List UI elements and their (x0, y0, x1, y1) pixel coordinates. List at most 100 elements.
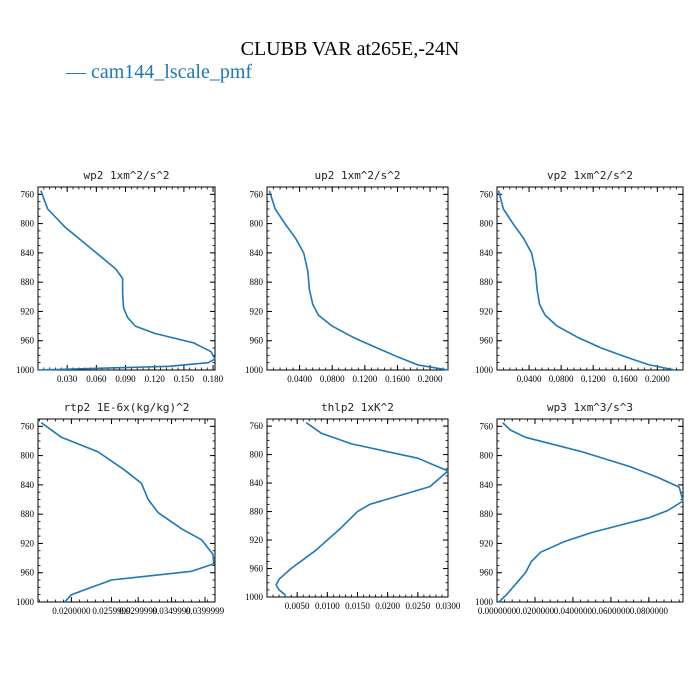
y-tick-label: 1000 (475, 365, 494, 375)
panel-4: rtp2 1E-6x(kg/kg)^2 760 800 840 880 920 960 100… (16, 401, 225, 616)
y-tick-label: 800 (250, 450, 264, 460)
plot-frame (496, 186, 684, 371)
y-tick-label: 800 (250, 219, 264, 229)
x-tick-label: 0.0250 (405, 601, 430, 611)
y-tick-label: 920 (480, 306, 494, 316)
x-tick-label: 0.0800 (320, 374, 345, 384)
plot-frame (496, 418, 684, 603)
x-tick-label: 0.060 (86, 374, 107, 384)
x-tick-label: 0.0300 (436, 601, 461, 611)
series-line (37, 190, 216, 371)
y-tick-label: 840 (250, 478, 264, 488)
x-tick-label: 0.0800000 (630, 606, 669, 616)
x-tick-label: 0.0200000 (52, 606, 91, 616)
panel-title: thlp2 1xK^2 (321, 401, 394, 414)
y-tick-label: 920 (21, 306, 35, 316)
y-tick-label: 760 (480, 421, 494, 431)
x-tick-label: 0.0600000 (592, 606, 631, 616)
plot-frame (37, 418, 216, 603)
x-tick-label: 0.1200 (352, 374, 377, 384)
y-tick-label: 800 (21, 219, 35, 229)
plot-frame (37, 186, 216, 371)
panel-1: wp2 1xm^2/s^2 760 800 840 880 920 960 1000 0.030… (16, 169, 224, 384)
x-tick-label: 0.0400 (287, 374, 312, 384)
y-tick-label: 880 (250, 277, 264, 287)
y-tick-label: 840 (21, 248, 35, 258)
x-tick-label: 0.090 (115, 374, 136, 384)
panel-6: wp3 1xm^3/s^3 760 800 840 880 920 960 10000.000… (475, 401, 684, 616)
y-tick-label: 840 (250, 248, 264, 258)
x-tick-label: 0.0399999 (186, 606, 225, 616)
y-tick-label: 960 (21, 336, 35, 346)
y-tick-label: 880 (250, 507, 264, 517)
y-tick-label: 1000 (475, 597, 494, 607)
x-tick-label: 0.0400000 (554, 606, 593, 616)
panel-2: up2 1xm^2/s^2 760 800 840 880 920 960 1000 0.040… (245, 169, 449, 384)
y-tick-label: 840 (480, 248, 494, 258)
figure-title: CLUBB VAR at265E,-24N (241, 38, 460, 60)
y-tick-label: 1000 (16, 365, 35, 375)
x-tick-label: 0.0150 (345, 601, 370, 611)
x-tick-label: 0.0349999 (152, 606, 191, 616)
panel-title: wp3 1xm^3/s^3 (547, 401, 633, 414)
y-tick-label: 920 (250, 535, 264, 545)
x-tick-label: 0.150 (174, 374, 195, 384)
panel-title: wp2 1xm^2/s^2 (83, 169, 169, 182)
y-tick-label: 960 (480, 568, 494, 578)
plot-frame (266, 186, 449, 371)
series-line (497, 190, 676, 371)
x-tick-label: 0.1600 (613, 374, 638, 384)
y-tick-label: 1000 (16, 597, 35, 607)
x-tick-label: 0.0000000 (478, 606, 517, 616)
y-tick-label: 760 (250, 421, 264, 431)
y-tick-label: 800 (480, 219, 494, 229)
panel-title: up2 1xm^2/s^2 (314, 169, 400, 182)
x-tick-label: 0.0259999 (92, 606, 131, 616)
series-line (275, 421, 449, 596)
x-tick-label: 0.0299999 (119, 606, 158, 616)
series-line (268, 190, 449, 371)
y-tick-label: 840 (480, 480, 494, 490)
series-line (498, 422, 684, 603)
x-tick-label: 0.0050 (285, 601, 310, 611)
y-tick-label: 840 (21, 480, 35, 490)
x-tick-label: 0.030 (57, 374, 78, 384)
y-tick-label: 960 (480, 336, 494, 346)
x-tick-label: 0.2000 (418, 374, 443, 384)
x-tick-label: 0.120 (145, 374, 166, 384)
y-tick-label: 760 (480, 189, 494, 199)
y-tick-label: 960 (250, 564, 264, 574)
x-tick-label: 0.0400 (517, 374, 542, 384)
y-tick-label: 920 (21, 538, 35, 548)
x-tick-label: 0.180 (203, 374, 224, 384)
y-tick-label: 760 (250, 189, 264, 199)
series-line (40, 422, 215, 603)
legend-entry: — cam144_lscale_pmf (65, 61, 252, 83)
y-tick-label: 1000 (245, 592, 264, 602)
y-tick-label: 880 (21, 509, 35, 519)
x-tick-label: 0.0800 (549, 374, 574, 384)
y-tick-label: 760 (21, 421, 35, 431)
y-tick-label: 880 (21, 277, 35, 287)
y-tick-label: 760 (21, 189, 35, 199)
y-tick-label: 880 (480, 277, 494, 287)
y-tick-label: 800 (21, 451, 35, 461)
x-tick-label: 0.1200 (581, 374, 606, 384)
panels: wp2 1xm^2/s^2 760 800 840 880 920 960 1000 0.030… (16, 169, 684, 616)
panel-title: rtp2 1E-6x(kg/kg)^2 (64, 401, 190, 414)
y-tick-label: 960 (250, 336, 264, 346)
y-tick-label: 960 (21, 568, 35, 578)
panel-5: thlp2 1xK^2 760 800 840 880 920 960 1000 0.0050 0… (245, 401, 461, 611)
y-tick-label: 920 (250, 306, 264, 316)
y-tick-label: 1000 (245, 365, 264, 375)
x-tick-label: 0.1600 (385, 374, 410, 384)
y-tick-label: 800 (480, 451, 494, 461)
panel-title: vp2 1xm^2/s^2 (547, 169, 633, 182)
x-tick-label: 0.0100 (315, 601, 340, 611)
y-tick-label: 920 (480, 538, 494, 548)
y-tick-label: 880 (480, 509, 494, 519)
x-tick-label: 0.0200 (375, 601, 400, 611)
x-tick-label: 0.2000 (645, 374, 670, 384)
x-tick-label: 0.0200000 (516, 606, 555, 616)
